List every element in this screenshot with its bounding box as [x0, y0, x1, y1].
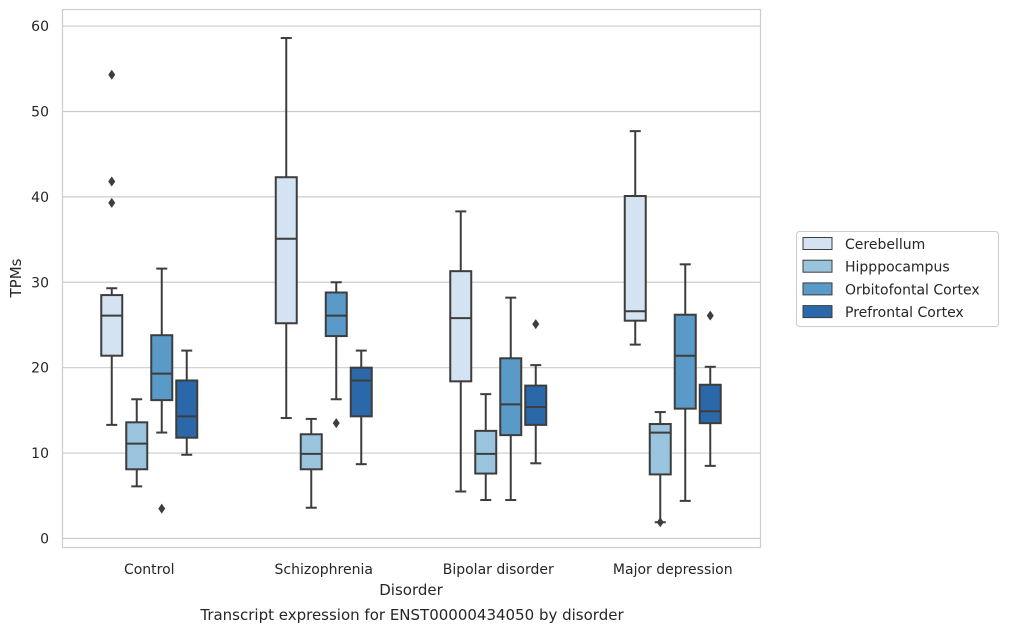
outlier-point: [706, 310, 714, 321]
legend-label: Orbitofontal Cortex: [845, 282, 980, 298]
box-3-1: [648, 411, 672, 528]
x-axis-label: Disorder: [379, 581, 443, 599]
figure-caption: Transcript expression for ENST0000043405…: [200, 606, 624, 624]
legend: Cerebellum Hipppocampus Orbitofontal Corte…: [796, 231, 999, 327]
box-2-3: [524, 319, 548, 465]
y-tick-label: 10: [31, 446, 49, 462]
box-3-0: [623, 130, 647, 346]
y-axis-label: TPMs: [7, 258, 25, 298]
box-iqr: [648, 423, 672, 476]
box-1-3: [349, 349, 373, 466]
legend-label: Hipppocampus: [845, 260, 950, 276]
box-2-1: [474, 393, 498, 502]
box-0-2: [150, 267, 174, 514]
y-tick-label: 40: [31, 190, 49, 206]
box-iqr: [499, 357, 523, 437]
x-tick-label: Schizophrenia: [275, 562, 373, 578]
x-tick-label: Control: [124, 562, 175, 578]
box-iqr: [673, 313, 697, 410]
y-tick-label: 50: [31, 104, 49, 120]
box-iqr: [324, 291, 348, 338]
outlier-point: [108, 176, 116, 187]
box-0-1: [125, 398, 149, 488]
box-iqr: [698, 383, 722, 425]
y-tick-label: 20: [31, 361, 49, 377]
box-iqr: [449, 270, 473, 383]
legend-frame: [796, 231, 999, 327]
y-tick-label: 0: [40, 531, 49, 547]
x-tick-label: Bipolar disorder: [443, 562, 554, 578]
box-3-3: [698, 310, 722, 467]
legend-swatch: [802, 305, 833, 319]
y-tick-label: 60: [31, 19, 49, 35]
box-1-0: [274, 37, 298, 420]
legend-swatch: [802, 282, 833, 296]
box-iqr: [299, 433, 323, 471]
box-0-3: [175, 349, 199, 456]
legend-label: Prefrontal Cortex: [845, 305, 964, 321]
box-iqr: [175, 379, 199, 439]
legend-swatch: [802, 259, 833, 273]
box-1-1: [299, 417, 323, 509]
legend-swatch: [802, 237, 833, 250]
outlier-point: [332, 418, 340, 429]
box-iqr: [623, 195, 647, 322]
outlier-point: [656, 517, 664, 528]
box-iqr: [150, 334, 174, 402]
box-iqr: [100, 294, 124, 357]
legend-label: Cerebellum: [845, 237, 925, 253]
box-iqr: [274, 176, 298, 325]
x-tick-label: Major depression: [613, 562, 733, 578]
box-1-2: [324, 281, 348, 429]
outlier-point: [532, 319, 540, 330]
box-iqr: [125, 421, 149, 471]
y-tick-label: 30: [31, 275, 49, 291]
box-2-2: [499, 296, 523, 502]
box-3-2: [673, 263, 697, 502]
box-iqr: [524, 384, 548, 426]
box-iqr: [474, 429, 498, 475]
box-2-0: [449, 210, 473, 493]
outlier-point: [108, 197, 116, 208]
box-0-0: [100, 69, 124, 426]
box-iqr: [349, 366, 373, 418]
plot-frame: [61, 8, 762, 549]
outlier-point: [158, 503, 166, 514]
outlier-point: [108, 69, 116, 80]
